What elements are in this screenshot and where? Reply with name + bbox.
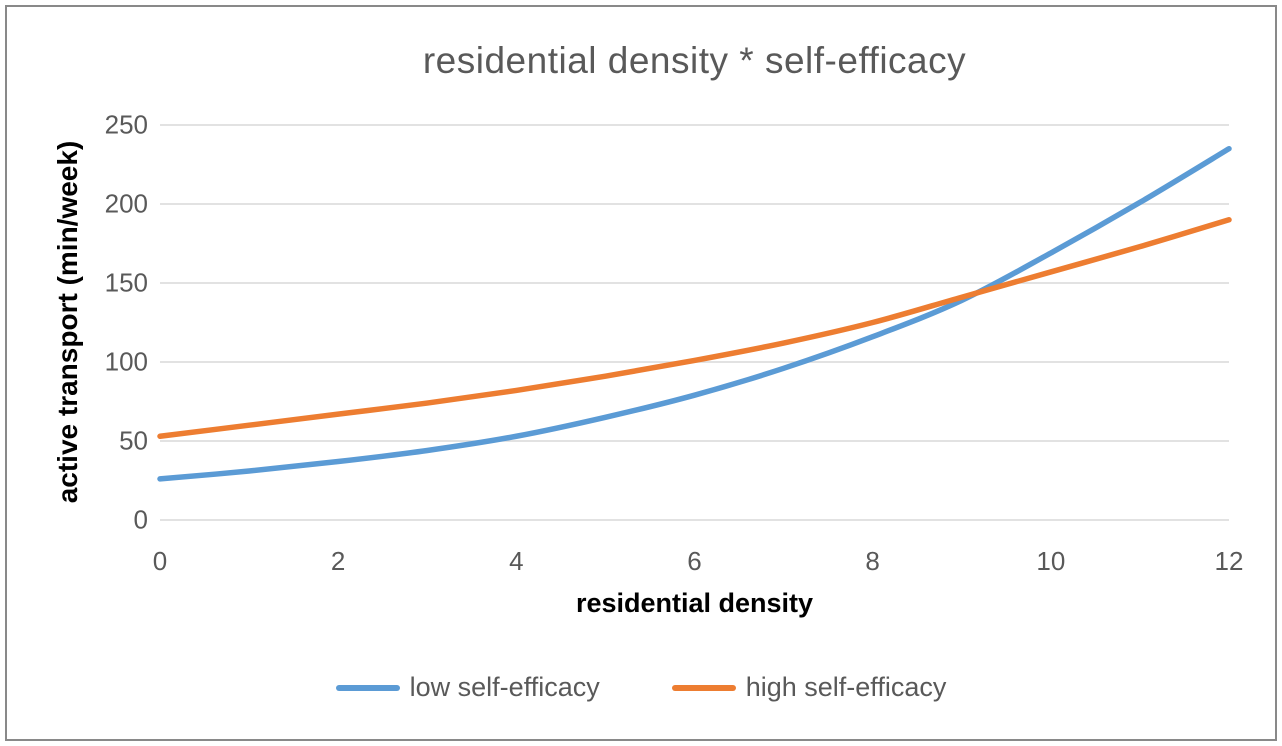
series-line-low-self-efficacy[interactable] xyxy=(157,145,1232,482)
y-tick-label-150: 150 xyxy=(104,267,148,298)
x-tick-label-2: 2 xyxy=(330,546,346,576)
series-lines xyxy=(157,145,1232,482)
legend-item-low-self-efficacy[interactable]: low self-efficacy xyxy=(335,672,600,703)
series-line-high-self-efficacy[interactable] xyxy=(157,217,1232,440)
x-tick-label-6: 6 xyxy=(687,546,702,576)
y-tick-label-200: 200 xyxy=(104,188,148,219)
gridlines xyxy=(160,124,1229,521)
y-tick-label-0: 0 xyxy=(133,504,148,535)
legend-line-swatch xyxy=(671,684,736,691)
legend-label: high self-efficacy xyxy=(745,672,947,702)
legend-item-high-self-efficacy[interactable]: high self-efficacy xyxy=(671,672,947,703)
x-axis-title: residential density xyxy=(575,588,814,618)
y-tick-label-50: 50 xyxy=(119,425,148,456)
legend-label: low self-efficacy xyxy=(409,672,600,702)
legend-line-swatch xyxy=(335,684,400,691)
y-tick-label-100: 100 xyxy=(104,346,148,377)
chart-title[interactable]: residential density * self-efficacy xyxy=(422,40,967,81)
x-tick-label-10: 10 xyxy=(1036,546,1066,576)
x-tick-label-12: 12 xyxy=(1214,546,1244,576)
x-tick-label-8: 8 xyxy=(865,546,880,576)
legend: low self-efficacy high self-efficacy xyxy=(0,672,1282,703)
y-tick-label-250: 250 xyxy=(104,109,148,140)
x-tick-label-0: 0 xyxy=(152,546,168,576)
x-tick-label-4: 4 xyxy=(509,546,524,576)
